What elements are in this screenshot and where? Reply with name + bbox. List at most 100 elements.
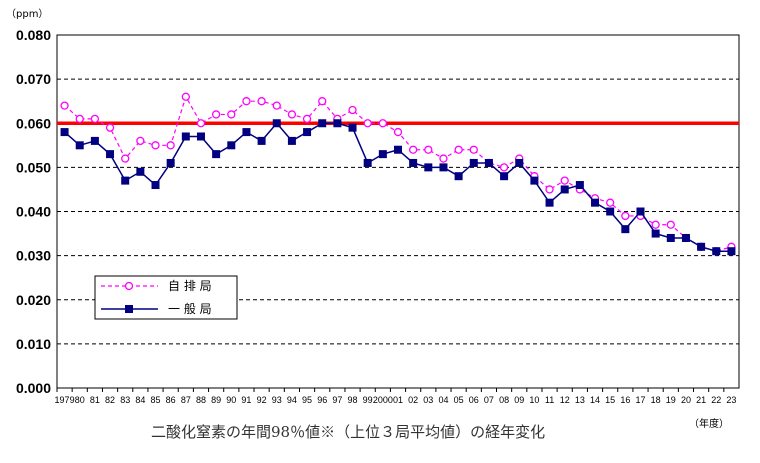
x-tick-label: 04 (438, 395, 448, 405)
data-point (257, 136, 266, 145)
x-tick-label: 19 (666, 395, 676, 405)
data-point (636, 207, 645, 216)
data-point (121, 176, 130, 185)
data-point (378, 150, 387, 159)
data-point (545, 185, 554, 194)
data-point (621, 225, 630, 234)
x-tick-label: 02 (408, 395, 418, 405)
x-tick-label: 11 (545, 395, 554, 405)
data-point (651, 229, 660, 238)
data-point (303, 128, 312, 137)
y-tick-label: 0.060 (16, 115, 51, 131)
data-point (394, 145, 402, 154)
data-point (591, 198, 600, 207)
data-point (409, 145, 418, 154)
data-point (454, 145, 463, 154)
x-tick-label: 15 (605, 395, 615, 405)
data-point (257, 97, 266, 106)
x-tick-label: 07 (484, 395, 494, 405)
data-point (348, 105, 357, 115)
series-line (64, 122, 732, 252)
data-point (469, 145, 478, 154)
y-axis-unit: （ppm） (6, 8, 48, 20)
data-point (545, 198, 554, 207)
data-point (60, 101, 69, 110)
data-point (121, 154, 130, 163)
data-point (227, 110, 236, 119)
data-point (287, 136, 296, 145)
data-point (333, 119, 342, 128)
data-point (621, 211, 630, 221)
y-tick-label: 0.010 (16, 336, 51, 352)
data-point (60, 128, 69, 137)
x-tick-label: 97 (332, 395, 342, 405)
data-point (393, 127, 403, 137)
y-tick-label: 0.040 (16, 204, 51, 220)
data-point (560, 185, 569, 194)
data-point (681, 233, 690, 242)
x-tick-label: 95 (302, 395, 312, 405)
data-point (181, 92, 190, 101)
data-point (606, 198, 615, 207)
x-tick-label: 05 (454, 395, 464, 405)
x-tick-label: 80 (75, 395, 85, 405)
x-tick-label: 18 (651, 395, 661, 405)
x-tick-label: 21 (696, 395, 706, 405)
data-point (318, 119, 327, 128)
data-point (575, 181, 584, 190)
x-tick-label: 91 (241, 395, 251, 405)
data-point (469, 158, 478, 167)
data-point (666, 220, 675, 229)
data-point (90, 114, 100, 123)
series-layer (60, 92, 736, 256)
data-point (500, 172, 509, 181)
data-point (90, 136, 99, 145)
x-tick-label: 01 (393, 395, 403, 405)
data-point (272, 101, 281, 110)
data-point (196, 132, 205, 141)
data-point (530, 176, 539, 185)
legend: 自 排 局 一 般 局 (94, 275, 238, 320)
data-point (105, 123, 115, 132)
data-point (227, 141, 236, 150)
data-point (409, 158, 418, 167)
data-point (499, 163, 509, 172)
data-point (166, 158, 175, 167)
legend-swatch-marker-jihaikyoku (124, 281, 134, 291)
data-point (136, 167, 145, 176)
data-point (712, 247, 721, 256)
x-tick-label: 03 (423, 395, 433, 405)
data-point (75, 114, 84, 123)
x-tick-label: 23 (726, 395, 736, 405)
data-point (560, 176, 569, 185)
data-point (515, 158, 524, 167)
x-tick-label: 82 (105, 395, 115, 405)
data-point (75, 141, 84, 150)
x-tick-label: 17 (635, 395, 645, 405)
x-tick-label: 16 (620, 395, 630, 405)
legend-label-jihaikyoku: 自 排 局 (168, 279, 212, 293)
data-point (666, 233, 675, 242)
x-tick-label: 88 (196, 395, 206, 405)
data-point (424, 145, 433, 154)
x-tick-label: 86 (166, 395, 176, 405)
x-tick-label: 98 (348, 395, 358, 405)
series-1 (60, 119, 736, 256)
x-tick-label: 83 (120, 395, 130, 405)
data-point (242, 128, 251, 137)
plot-frame (56, 34, 740, 389)
y-tick-label: 0.020 (16, 292, 51, 308)
legend-swatch-marker-ippankyoku (125, 305, 133, 313)
data-point (439, 154, 448, 163)
data-point (166, 141, 175, 150)
y-tick-label: 0.050 (16, 159, 51, 175)
data-point (424, 163, 433, 172)
x-tick-label: 1979 (55, 395, 75, 405)
x-tick-label: 99 (363, 395, 373, 405)
data-point (136, 136, 145, 146)
series-line (64, 95, 732, 252)
x-tick-label: 12 (560, 395, 570, 405)
data-point (727, 247, 736, 256)
x-axis-ticks: 1979 80 81 82 83 84 85 86 87 88 89 90 91 92 93 94 95 96 97… (55, 388, 736, 405)
